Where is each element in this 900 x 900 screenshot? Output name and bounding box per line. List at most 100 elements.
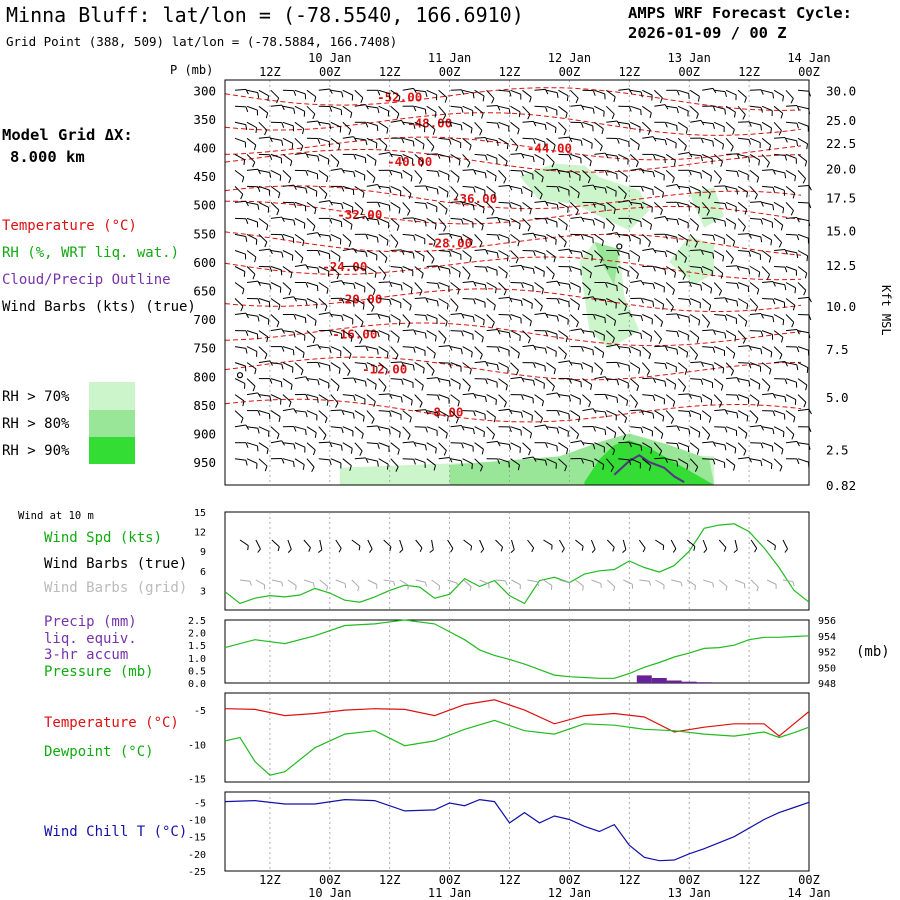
wind-barb [702,233,716,241]
wind-barb-staff [306,394,318,398]
calm-wind-marker [236,372,244,379]
wind-barb-feather [425,91,428,97]
wind-barb [246,378,256,392]
wind-barb-feather [400,285,403,291]
wind-barb-staff [522,232,534,235]
wind-barb-staff [701,282,712,289]
wind-barb-staff [714,458,725,463]
page-title: Minna Bluff: lat/lon = (-78.5540, 166.69… [6,3,524,27]
wind-barb-staff [630,409,642,412]
wind-barb-staff [773,298,785,303]
wind-barb [246,392,262,398]
wind-barb-feather [268,189,271,196]
wind-barb-feather [436,188,439,195]
wind-barb-staff [474,185,486,191]
wind-barb [438,282,450,292]
wind-barb-staff [546,458,557,464]
wind-barb [749,153,761,166]
wind-barb [270,233,285,240]
wind-barb-feather [372,289,376,295]
wind-barb-staff [750,105,762,108]
wind-barb [594,201,606,212]
wind-barb [546,89,559,98]
wind-barb [246,330,259,340]
wind-barb [498,170,507,184]
wind-barb [330,442,343,451]
wind-barb-feather [276,97,280,104]
wind-barb [438,266,451,275]
wind-barb-staff [714,330,726,334]
wind-barb [618,441,632,448]
wind-barb-feather [720,273,724,279]
wind-barb-staff [510,234,520,242]
wind-barb-staff [414,282,423,292]
wind-barb [606,137,620,144]
wind-barb-feather [485,249,489,255]
wind-barb-staff [630,250,640,257]
wind-barb-staff [498,330,510,334]
wind-barb [270,298,281,311]
wind-barb-staff [558,105,568,114]
wind-barb-feather [491,210,495,216]
panel-frame [224,791,810,872]
wind-barb [558,105,568,119]
wind-barb-feather [497,123,500,129]
wind-barb-staff [486,186,496,194]
wind-barb [402,153,414,165]
wind-barb [594,152,609,159]
wind-barb-feather [409,305,412,311]
wind-barb [546,314,559,322]
wind-barb-feather [807,126,809,132]
wind-barb [701,410,712,423]
wind-speed-tick: 6 [200,567,206,578]
wind-barb [558,201,569,213]
wind-chill-tick: -5 [194,798,206,809]
wind-barb [750,442,764,449]
wind-barb-staff [594,233,604,242]
wind-barb [414,378,424,391]
wind-barb-staff [773,105,783,114]
wind-barb-staff [570,410,580,418]
wind-barb-feather [687,222,689,229]
wind-barb-feather [675,142,677,149]
wind-barb-feather [697,96,700,102]
wind-barb-feather [365,345,369,352]
precip-tick: 2.5 [188,616,206,627]
wind-barb-staff [402,153,413,160]
rh70-region [519,163,650,231]
cross-section-frame [224,79,810,486]
rh80-label: RH > 80% [2,416,70,432]
wind-barb-feather [556,410,560,416]
wind-barb [294,458,305,470]
wind-barb [666,362,677,373]
wind-barb [606,169,618,180]
wind-barb-staff [402,394,413,401]
wind-barb [474,330,484,343]
wind-barb-staff [318,186,328,195]
wind-barb-staff [773,282,785,286]
wind-barb-staff [234,200,246,203]
wind-barb-staff [474,410,486,415]
wind-barb [426,410,439,419]
wind-barb [522,250,536,257]
wind-barb [546,378,555,392]
wind-barb-staff [546,137,556,146]
wind-barb-staff [534,424,546,428]
wind-barb-feather [805,384,808,391]
wind-barb-feather [267,95,270,102]
wind-barb-feather [706,210,710,216]
wind-barb-feather [652,189,654,196]
wind-barb-staff [761,442,773,447]
wind-barb [785,216,800,223]
wind-barb [642,217,653,230]
wind-barb-staff [306,105,316,115]
wind-barb-feather [640,168,645,174]
wind-barb [402,233,416,241]
wind-barb [749,378,761,390]
wind-barb-staff [462,250,472,258]
top-date-label: 11 Jan [428,51,471,65]
wind-barb-feather [425,315,428,321]
wind-barb-staff [689,218,699,226]
wind-barb-staff [570,440,582,444]
wind-barb-feather [649,224,653,230]
